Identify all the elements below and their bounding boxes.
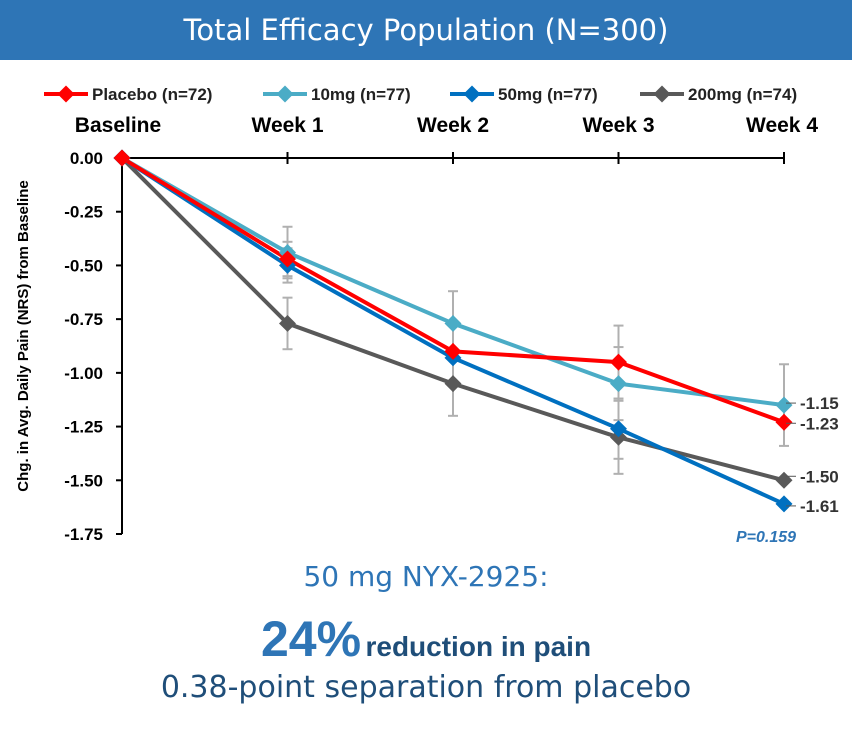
point-0-0 [113,149,131,167]
end-label-3: -1.50 [800,467,839,486]
point-1-2 [444,314,462,332]
y-tick-label-7: -1.75 [64,525,103,544]
y-tick-label-4: -1.00 [64,364,103,383]
x-tick-label-1: Week 1 [252,114,324,137]
y-tick-label-2: -0.50 [64,256,103,275]
legend-label-3: 200mg (n=74) [688,85,797,104]
title-bar: Total Efficacy Population (N=300) [0,0,852,60]
y-tick-label-5: -1.25 [64,418,103,437]
point-1-4 [775,396,793,414]
point-0-2 [444,342,462,360]
y-axis-label: Chg. in Avg. Daily Pain (NRS) from Basel… [15,180,32,491]
end-label-0: -1.23 [800,414,839,433]
legend-marker-1 [276,85,294,103]
point-0-4 [775,413,793,431]
legend-marker-0 [57,85,75,103]
legend-label-1: 10mg (n=77) [311,85,411,104]
point-0-3 [610,353,627,371]
y-tick-label-0: 0.00 [70,149,103,168]
point-3-4 [775,471,793,489]
point-3-3 [610,428,627,446]
summary-drug-line: 50 mg NYX-2925: [303,560,549,593]
point-0-1 [279,250,296,268]
summary-percent: 24% [260,611,362,667]
end-label-1: -1.15 [800,394,839,413]
legend-marker-3 [653,85,671,103]
legend-marker-2 [463,85,481,103]
line-chart: Placebo (n=72) 10mg (n=77) 50mg (n=77) 200m… [15,85,839,546]
y-tick-label-6: -1.50 [64,471,103,490]
point-1-3 [610,375,627,393]
y-tick-label-1: -0.25 [64,203,103,222]
legend-label-0: Placebo (n=72) [92,85,212,104]
x-tick-label-3: Week 3 [583,114,655,137]
x-tick-label-0: Baseline [75,114,161,137]
summary-separation-line: 0.38-point separation from placebo [160,670,692,705]
point-2-4 [775,495,793,513]
end-label-2: -1.61 [800,497,839,516]
y-tick-label-3: -0.75 [64,310,103,329]
chart-title: Total Efficacy Population (N=300) [183,13,669,47]
x-tick-label-4: Week 4 [746,114,818,137]
x-tick-label-2: Week 2 [417,114,489,137]
p-value-annotation: P=0.159 [736,529,796,546]
point-2-3 [610,420,627,438]
point-3-1 [279,314,296,332]
summary-reduction-line: 24% reduction in pain [0,610,852,668]
legend-label-2: 50mg (n=77) [498,85,598,104]
point-3-2 [444,375,462,393]
summary-reduction-text: reduction in pain [365,631,592,662]
